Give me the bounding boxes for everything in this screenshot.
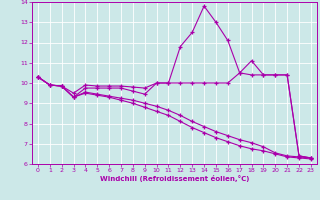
X-axis label: Windchill (Refroidissement éolien,°C): Windchill (Refroidissement éolien,°C): [100, 175, 249, 182]
